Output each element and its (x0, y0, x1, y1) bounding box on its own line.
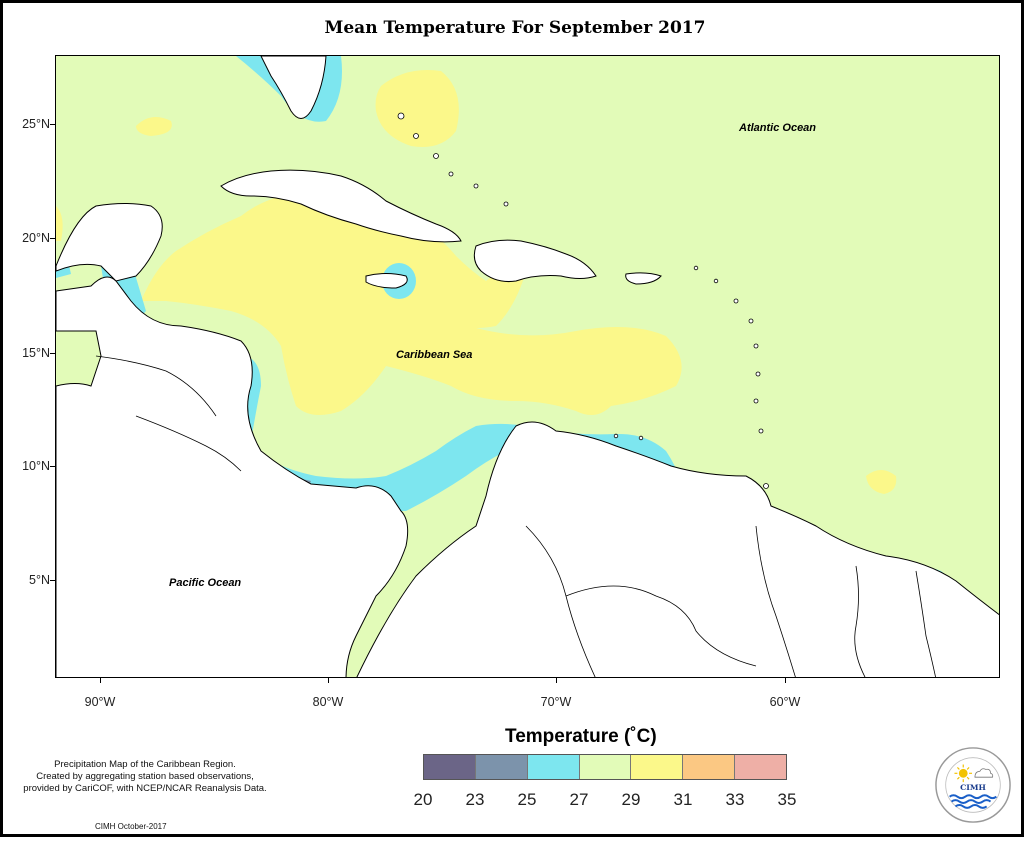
legend-tick-27: 27 (569, 790, 589, 809)
lat-label-5n: 5°N (29, 573, 50, 587)
lon-label-80w: 80°W (312, 695, 344, 709)
south-america (356, 421, 999, 677)
florida (260, 56, 327, 119)
warm-zone-west-edge (56, 206, 63, 241)
map-footnote: Precipitation Map of the Caribbean Regio… (10, 759, 280, 795)
legend-tick-31: 31 (673, 790, 693, 809)
legend-swatch-31-33 (683, 755, 736, 779)
cloud-icon (974, 768, 994, 778)
lat-label-10n: 10°N (22, 459, 50, 473)
lon-tick-90w (100, 678, 101, 683)
lon-label-70w: 70°W (540, 695, 572, 709)
yucatan (56, 203, 163, 282)
warm-zone-caribbean (141, 191, 682, 415)
lat-tick-25n (50, 124, 55, 125)
warm-zone-bahamas (375, 70, 459, 147)
puerto-rico (625, 272, 662, 285)
legend-swatch-20-23 (424, 755, 476, 779)
map-title: Mean Temperature For September 2017 (324, 18, 706, 38)
lat-tick-15n (50, 353, 55, 354)
temperature-map: Atlantic Ocean Caribbean Sea Pacific Oce… (55, 55, 1000, 678)
lat-label-15n: 15°N (22, 346, 50, 360)
credit-text: CIMH October-2017 (95, 822, 167, 831)
lon-label-90w: 90°W (84, 695, 116, 709)
legend-swatch-27-29 (579, 755, 632, 779)
legend-swatch-25-27 (527, 755, 580, 779)
warm-zone-atlantic (866, 470, 897, 494)
sun-icon (954, 764, 973, 783)
label-pacific-ocean: Pacific Ocean (169, 577, 241, 589)
legend-colorbar (423, 754, 787, 780)
footnote-line-1: Precipitation Map of the Caribbean Regio… (54, 759, 236, 770)
cuba (220, 169, 462, 243)
footnote-line-3: provided by CariCOF, with NCEP/NCAR Rean… (23, 783, 267, 794)
small-islands (397, 112, 769, 489)
footnote-line-2: Created by aggregating station based obs… (36, 771, 254, 782)
wave-icon (949, 794, 997, 809)
lat-label-25n: 25°N (22, 117, 50, 131)
jamaica (365, 273, 408, 289)
lon-tick-70w (556, 678, 557, 683)
legend-tick-20: 20 (413, 790, 433, 809)
logo-text: CIMH (960, 783, 986, 792)
country-borders (95, 355, 936, 677)
legend-tick-23: 23 (465, 790, 485, 809)
legend-tick-25: 25 (517, 790, 537, 809)
legend-swatch-23-25 (475, 755, 528, 779)
legend-tick-29: 29 (621, 790, 641, 809)
lat-tick-5n (50, 580, 55, 581)
hispaniola (473, 239, 597, 282)
legend-title: Temperature (˚C) (505, 726, 657, 747)
lon-tick-80w (328, 678, 329, 683)
land-masses (56, 56, 999, 677)
cimh-logo: CIMH (935, 747, 1011, 823)
map-canvas: Atlantic Ocean Caribbean Sea Pacific Oce… (56, 56, 999, 677)
label-atlantic-ocean: Atlantic Ocean (738, 122, 816, 134)
legend-tick-35: 35 (777, 790, 797, 809)
legend-tick-33: 33 (725, 790, 745, 809)
lon-label-60w: 60°W (769, 695, 801, 709)
central-america (56, 276, 409, 677)
legend-swatch-33-35 (735, 755, 787, 779)
lat-label-20n: 20°N (22, 231, 50, 245)
label-caribbean-sea: Caribbean Sea (396, 349, 472, 361)
lon-tick-60w (785, 678, 786, 683)
legend-swatch-29-31 (631, 755, 684, 779)
warm-zone-gulf (136, 117, 172, 136)
lat-tick-20n (50, 238, 55, 239)
lat-tick-10n (50, 466, 55, 467)
